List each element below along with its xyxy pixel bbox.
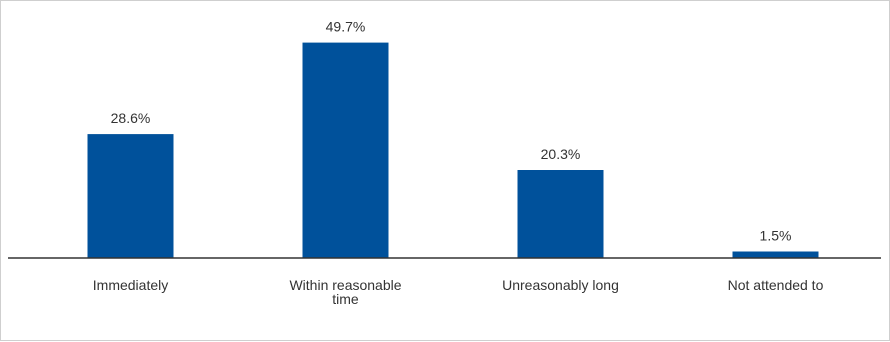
category-label-3: Not attended to bbox=[728, 277, 824, 293]
bar-2 bbox=[517, 170, 604, 258]
category-label-1-line-0: Within reasonable bbox=[289, 277, 401, 293]
value-labels-group: 28.6% 49.7% 20.3% 1.5% bbox=[111, 19, 792, 244]
value-label-2: 20.3% bbox=[541, 146, 581, 162]
category-label-1: Within reasonable time bbox=[289, 277, 401, 307]
bar-1 bbox=[302, 42, 389, 258]
category-label-2: Unreasonably long bbox=[502, 277, 619, 293]
category-labels-group: Immediately Within reasonable time Unreason… bbox=[93, 277, 824, 307]
category-label-1-line-1: time bbox=[332, 291, 359, 307]
value-label-3: 1.5% bbox=[760, 228, 792, 244]
bar-0 bbox=[87, 134, 174, 258]
value-label-1: 49.7% bbox=[326, 19, 366, 35]
value-label-0: 28.6% bbox=[111, 110, 151, 126]
category-label-0-line-0: Immediately bbox=[93, 277, 168, 293]
bar-3 bbox=[732, 251, 819, 258]
bars-group bbox=[87, 42, 819, 258]
category-label-2-line-0: Unreasonably long bbox=[502, 277, 619, 293]
category-label-0: Immediately bbox=[93, 277, 168, 293]
category-label-3-line-0: Not attended to bbox=[728, 277, 824, 293]
